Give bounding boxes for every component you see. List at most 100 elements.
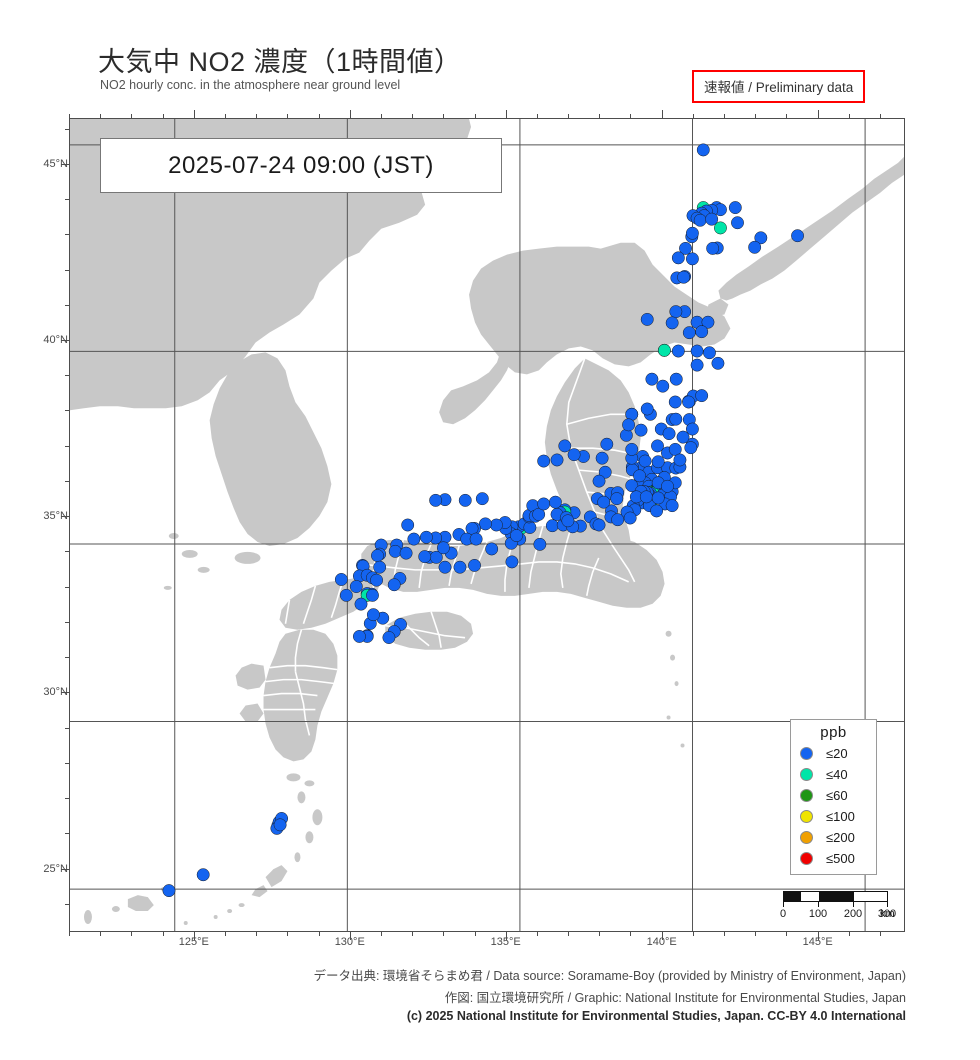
observation-point[interactable]: [728, 201, 742, 215]
observation-point[interactable]: [532, 507, 546, 521]
observation-point[interactable]: [690, 358, 704, 372]
observation-point[interactable]: [537, 497, 551, 511]
observation-point[interactable]: [668, 395, 682, 409]
observation-point[interactable]: [679, 241, 692, 255]
observation-point[interactable]: [371, 549, 384, 563]
observation-point[interactable]: [354, 597, 368, 611]
observation-point[interactable]: [388, 544, 402, 558]
observation-point[interactable]: [665, 499, 679, 513]
observation-point[interactable]: [638, 454, 652, 468]
observation-point[interactable]: [651, 455, 665, 469]
observation-point[interactable]: [639, 490, 653, 504]
observation-point[interactable]: [469, 532, 483, 546]
observation-point[interactable]: [669, 305, 683, 319]
observation-point[interactable]: [162, 884, 176, 898]
observation-point[interactable]: [650, 504, 664, 518]
observation-point[interactable]: [611, 513, 625, 527]
observation-point[interactable]: [669, 372, 683, 386]
observation-point[interactable]: [485, 542, 499, 556]
observation-point[interactable]: [352, 629, 366, 643]
observation-point[interactable]: [387, 578, 401, 592]
observation-point[interactable]: [695, 325, 709, 339]
observation-point[interactable]: [373, 560, 387, 574]
observation-point[interactable]: [690, 344, 704, 358]
observation-point[interactable]: [791, 229, 804, 243]
observation-point[interactable]: [696, 143, 710, 157]
observation-point[interactable]: [695, 389, 709, 403]
observation-point[interactable]: [711, 356, 725, 370]
observation-point[interactable]: [685, 226, 699, 240]
observation-point[interactable]: [510, 529, 523, 543]
observation-point[interactable]: [714, 221, 727, 235]
observation-point[interactable]: [196, 868, 210, 882]
observation-point[interactable]: [634, 423, 648, 437]
observation-point[interactable]: [458, 493, 472, 507]
observation-point[interactable]: [731, 216, 744, 230]
observation-point[interactable]: [453, 560, 467, 574]
observation-point[interactable]: [622, 418, 635, 432]
observation-point[interactable]: [592, 518, 606, 532]
observation-point[interactable]: [489, 518, 503, 532]
observation-point[interactable]: [705, 212, 719, 226]
observation-point[interactable]: [478, 517, 492, 531]
observation-point[interactable]: [401, 518, 415, 532]
observation-point[interactable]: [339, 588, 353, 602]
observation-point[interactable]: [475, 492, 489, 506]
observation-point[interactable]: [505, 555, 519, 569]
observation-point[interactable]: [595, 451, 609, 465]
observation-point[interactable]: [418, 550, 432, 564]
observation-point[interactable]: [366, 608, 380, 622]
observation-point[interactable]: [407, 532, 421, 546]
observation-point[interactable]: [610, 492, 624, 506]
observation-point[interactable]: [676, 430, 690, 444]
observation-point[interactable]: [468, 558, 481, 572]
observation-point[interactable]: [533, 537, 547, 551]
observation-point[interactable]: [625, 479, 639, 493]
observation-point[interactable]: [662, 427, 676, 441]
observation-point[interactable]: [665, 316, 679, 330]
observation-point[interactable]: [349, 580, 363, 593]
observation-point[interactable]: [748, 240, 762, 254]
observation-point[interactable]: [754, 231, 768, 245]
observation-point[interactable]: [537, 454, 551, 468]
observation-point[interactable]: [625, 442, 639, 456]
observation-point[interactable]: [334, 573, 348, 586]
observation-point[interactable]: [633, 469, 646, 483]
observation-point[interactable]: [682, 395, 696, 409]
observation-point[interactable]: [673, 453, 687, 467]
observation-point[interactable]: [671, 344, 685, 358]
observation-point[interactable]: [550, 453, 564, 467]
observation-point[interactable]: [656, 379, 670, 393]
observation-point[interactable]: [558, 439, 572, 453]
observation-point[interactable]: [436, 541, 450, 555]
observation-point[interactable]: [366, 588, 379, 602]
observation-point[interactable]: [669, 412, 683, 426]
observation-point[interactable]: [549, 495, 562, 509]
observation-point[interactable]: [684, 441, 698, 455]
observation-point[interactable]: [685, 422, 699, 436]
observation-point[interactable]: [677, 270, 691, 284]
observation-point[interactable]: [701, 315, 715, 329]
observation-point[interactable]: [567, 448, 581, 462]
observation-point[interactable]: [429, 493, 443, 507]
observation-point[interactable]: [651, 491, 665, 505]
observation-point[interactable]: [273, 818, 287, 832]
observation-point[interactable]: [661, 479, 674, 493]
observation-point[interactable]: [671, 251, 685, 265]
observation-point[interactable]: [703, 346, 716, 360]
observation-point[interactable]: [657, 343, 671, 357]
observation-point[interactable]: [640, 312, 654, 326]
observation-point[interactable]: [399, 546, 413, 560]
observation-point[interactable]: [600, 437, 614, 451]
observation-point[interactable]: [419, 530, 433, 544]
observation-point[interactable]: [619, 428, 633, 442]
observation-point[interactable]: [640, 402, 654, 416]
observation-point[interactable]: [685, 252, 699, 266]
observation-point[interactable]: [597, 495, 611, 509]
observation-point[interactable]: [598, 465, 612, 479]
observation-point[interactable]: [561, 514, 575, 528]
observation-point[interactable]: [682, 326, 696, 340]
observation-point[interactable]: [592, 474, 606, 488]
observation-point[interactable]: [370, 573, 383, 587]
observation-point[interactable]: [693, 213, 707, 227]
